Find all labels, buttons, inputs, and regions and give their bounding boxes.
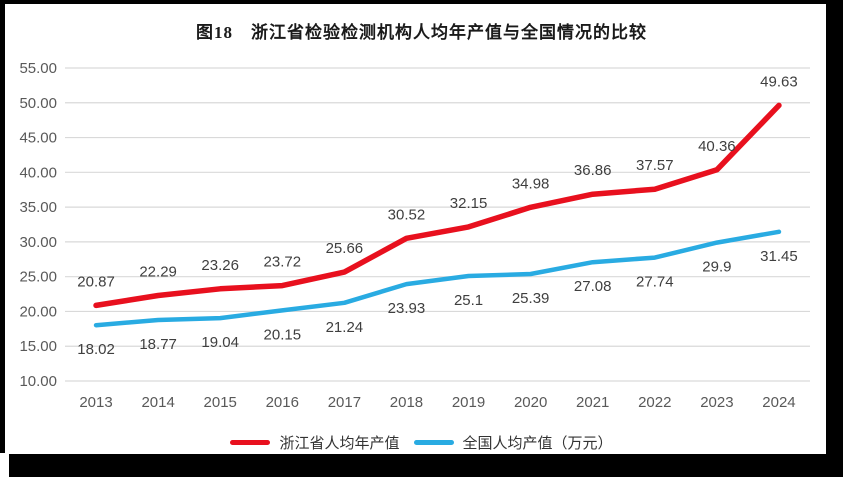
x-tick-label: 2021 bbox=[576, 394, 609, 411]
legend-label: 浙江省人均年产值 bbox=[279, 434, 400, 452]
series-line-0 bbox=[93, 102, 782, 309]
y-tick-label: 40.00 bbox=[19, 164, 57, 181]
data-label: 36.86 bbox=[574, 162, 612, 179]
legend-swatch bbox=[230, 439, 271, 445]
x-tick-label: 2017 bbox=[328, 394, 361, 411]
x-tick-label: 2018 bbox=[390, 394, 423, 411]
frame-bottom-border bbox=[9, 454, 843, 477]
y-tick-label: 10.00 bbox=[19, 373, 57, 390]
data-label: 27.08 bbox=[574, 278, 612, 295]
data-label: 27.74 bbox=[636, 274, 674, 291]
x-tick-label: 2013 bbox=[79, 394, 112, 411]
legend-swatch bbox=[413, 439, 454, 445]
x-tick-label: 2022 bbox=[638, 394, 671, 411]
chart-title: 图18 浙江省检验检测机构人均年产值与全国情况的比较 bbox=[196, 23, 647, 42]
data-label: 37.57 bbox=[636, 157, 674, 174]
y-tick-label: 50.00 bbox=[19, 95, 57, 112]
y-tick-label: 55.00 bbox=[19, 60, 57, 77]
data-label: 32.15 bbox=[450, 195, 488, 212]
x-tick-label: 2014 bbox=[141, 394, 174, 411]
series-line-1 bbox=[93, 229, 782, 328]
chart-legend: 浙江省人均年产值 全国人均产值（万元） bbox=[0, 430, 843, 454]
data-label: 23.26 bbox=[201, 257, 239, 274]
x-tick-label: 2016 bbox=[266, 394, 299, 411]
data-label: 23.93 bbox=[388, 300, 426, 317]
data-label: 25.1 bbox=[454, 292, 483, 309]
data-label: 25.39 bbox=[512, 290, 550, 307]
frame-right-border bbox=[826, 0, 843, 477]
data-label: 23.72 bbox=[264, 254, 302, 271]
data-label: 18.02 bbox=[77, 341, 115, 358]
data-label: 19.04 bbox=[201, 334, 239, 351]
data-label: 20.15 bbox=[264, 326, 302, 343]
data-label: 49.63 bbox=[760, 73, 798, 90]
y-tick-label: 35.00 bbox=[19, 199, 57, 216]
data-label: 31.45 bbox=[760, 248, 798, 265]
x-tick-label: 2023 bbox=[700, 394, 733, 411]
x-tick-label: 2015 bbox=[204, 394, 237, 411]
data-label: 30.52 bbox=[388, 206, 426, 223]
legend-item: 全国人均产值（万元） bbox=[413, 432, 613, 453]
data-label: 18.77 bbox=[139, 336, 177, 353]
data-label: 21.24 bbox=[326, 319, 364, 336]
y-tick-label: 20.00 bbox=[19, 303, 57, 320]
x-tick-label: 2024 bbox=[762, 394, 795, 411]
data-label: 20.87 bbox=[77, 273, 115, 290]
legend-item: 浙江省人均年产值 bbox=[230, 432, 400, 453]
x-tick-label: 2019 bbox=[452, 394, 485, 411]
frame-top-border bbox=[0, 0, 843, 4]
x-tick-label: 2020 bbox=[514, 394, 547, 411]
data-label: 40.36 bbox=[698, 138, 736, 155]
data-label: 29.9 bbox=[702, 259, 731, 276]
y-tick-label: 30.00 bbox=[19, 234, 57, 251]
data-label: 34.98 bbox=[512, 175, 550, 192]
y-tick-label: 25.00 bbox=[19, 269, 57, 286]
frame-left-border bbox=[0, 0, 5, 453]
legend-label: 全国人均产值（万元） bbox=[462, 434, 613, 452]
y-tick-label: 45.00 bbox=[19, 130, 57, 147]
data-label: 25.66 bbox=[326, 240, 364, 257]
y-tick-label: 15.00 bbox=[19, 338, 57, 355]
data-label: 22.29 bbox=[139, 264, 177, 281]
